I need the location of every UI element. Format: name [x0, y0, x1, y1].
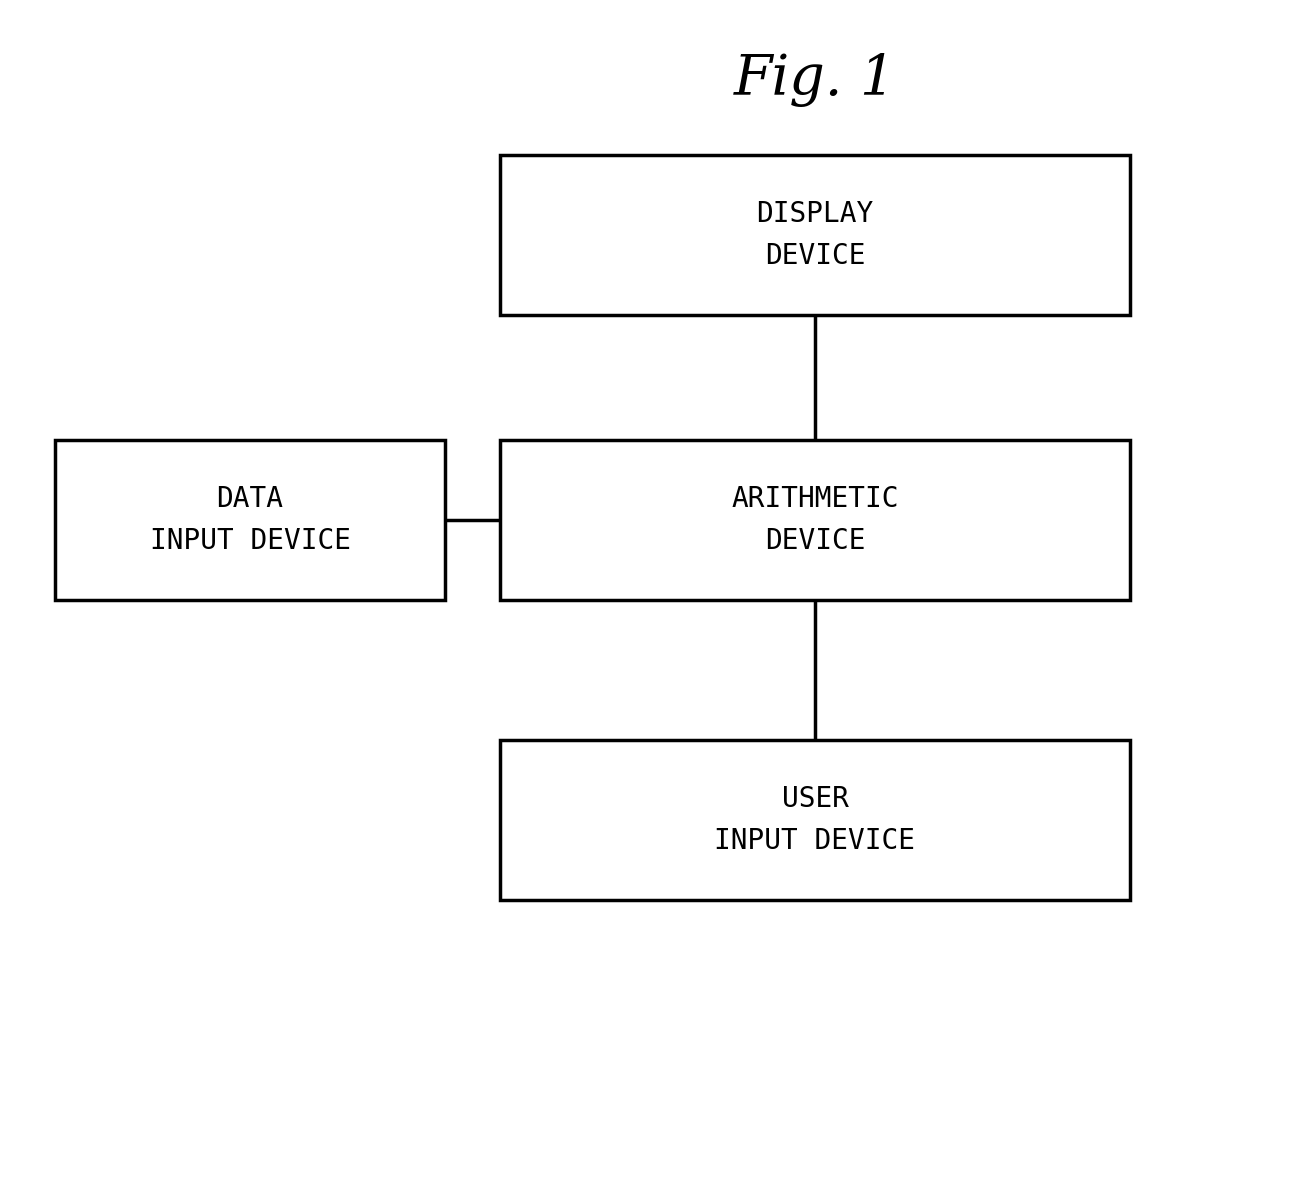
Bar: [55, 440, 445, 600]
Text: Fig. 1: Fig. 1: [734, 52, 897, 108]
Text: USER
INPUT DEVICE: USER INPUT DEVICE: [715, 786, 916, 854]
Text: ARITHMETIC
DEVICE: ARITHMETIC DEVICE: [731, 485, 899, 555]
Bar: [501, 155, 1130, 315]
Bar: [501, 440, 1130, 600]
Text: DATA
INPUT DEVICE: DATA INPUT DEVICE: [150, 485, 351, 555]
Bar: [501, 741, 1130, 900]
Text: DISPLAY
DEVICE: DISPLAY DEVICE: [756, 200, 873, 270]
